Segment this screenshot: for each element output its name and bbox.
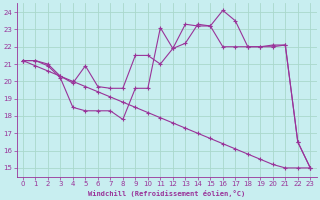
X-axis label: Windchill (Refroidissement éolien,°C): Windchill (Refroidissement éolien,°C) [88,190,245,197]
